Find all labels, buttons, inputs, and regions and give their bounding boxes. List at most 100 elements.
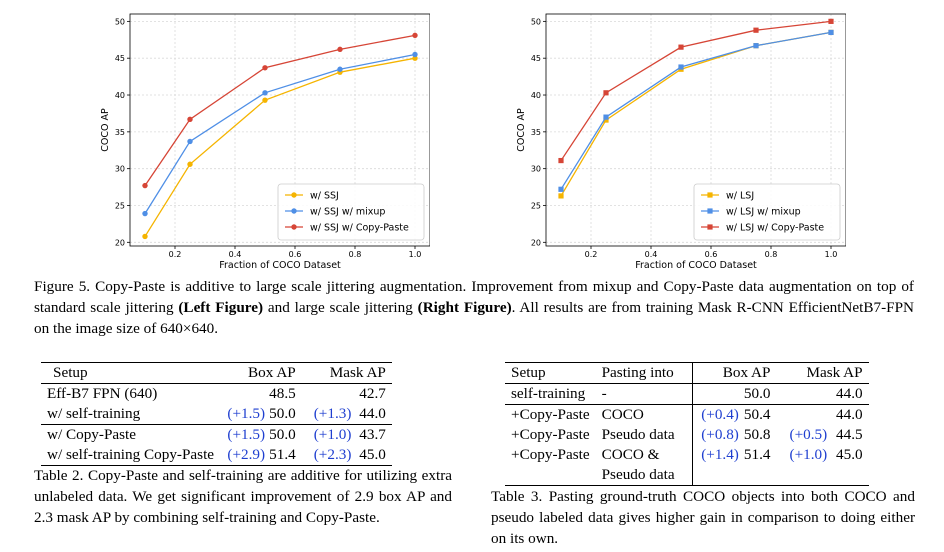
data-point <box>187 161 193 167</box>
data-point <box>753 27 759 33</box>
table-2-cell-mask-delta: (+1.0) <box>313 426 352 443</box>
x-tick-label: 1.0 <box>825 250 838 259</box>
table-3-header-box: Box AP <box>722 364 771 381</box>
data-point <box>262 65 268 71</box>
data-point <box>603 117 609 123</box>
y-tick-label: 50 <box>115 17 125 26</box>
table-3-cell-box: 50.0 <box>743 385 771 402</box>
legend-box <box>277 183 425 241</box>
x-axis-label: Fraction of COCO Dataset <box>635 260 757 270</box>
table-3-cell-box: 50.8 <box>743 426 771 443</box>
y-tick-label: 35 <box>531 128 541 137</box>
x-tick-label: 0.4 <box>229 250 242 259</box>
table-2-header-mask: Mask AP <box>329 364 386 381</box>
y-tick-label: 45 <box>531 54 541 63</box>
plot-frame <box>545 13 846 247</box>
y-axis-label: COCO AP <box>516 108 527 152</box>
table-2-cell-box-delta: (+1.5) <box>227 405 266 422</box>
data-point <box>558 186 564 192</box>
plot-frame <box>129 13 430 247</box>
y-tick-label: 30 <box>115 165 125 174</box>
table-2-cell-mask-delta: (+1.3) <box>313 405 352 422</box>
table-3-cell-pasting-line-1: COCO & <box>601 446 660 463</box>
table-3-cell-setup: self-training <box>511 385 586 402</box>
data-point <box>753 43 759 49</box>
table-2-cell-box: 50.0 <box>269 405 296 422</box>
table-3-cell-setup: +Copy-Paste <box>511 426 590 443</box>
table-2-header-box: Box AP <box>248 364 296 381</box>
data-point <box>678 44 684 50</box>
series-line <box>560 31 832 190</box>
y-tick-label: 20 <box>531 238 541 247</box>
table-3-header-row: Setup Pasting into Box AP Mask AP <box>505 362 869 384</box>
table-2-cell-box-delta: (+1.5) <box>227 426 266 443</box>
x-tick-label: 0.6 <box>705 250 718 259</box>
table-row: w/ self-training (+1.5) 50.0 (+1.3) 44.0 <box>41 404 392 425</box>
legend-marker <box>707 192 713 198</box>
figure-5-text-2: and large scale jittering <box>263 299 418 316</box>
table-2-cell-setup: w/ self-training <box>47 405 141 422</box>
table-2-caption: Table 2. Copy-Paste and self-training ar… <box>34 467 452 526</box>
table-row: w/ self-training Copy-Paste (+2.9) 51.4 … <box>41 445 392 466</box>
legend-marker <box>291 208 297 214</box>
y-tick-label: 50 <box>531 17 541 26</box>
table-3-cell-pasting: Pseudo data <box>595 425 693 445</box>
legend-box <box>693 183 841 241</box>
data-point <box>262 90 268 96</box>
series-line <box>560 31 832 197</box>
figure-5-label: Figure 5. <box>34 278 96 295</box>
table-3-cell-box-delta: (+1.4) <box>701 446 739 463</box>
x-tick-label: 0.4 <box>645 250 658 259</box>
table-3-cell-pasting: COCO <box>595 404 693 425</box>
table-2-cell-mask: 45.0 <box>359 446 386 463</box>
table-3-cell-setup: +Copy-Paste <box>511 406 590 423</box>
table-2-header-setup: Setup <box>53 364 88 381</box>
figure-5-caption: Figure 5. Copy-Paste is additive to larg… <box>34 276 914 339</box>
table-2-cell-box-delta <box>220 384 265 405</box>
figure-5-bold-1: (Left Figure) <box>178 299 264 316</box>
legend-label: w/ SSJ w/ mixup <box>310 207 385 218</box>
table-row: +Copy-Paste COCO (+0.4) 50.4 44.0 <box>505 404 869 426</box>
table-3-header-mask: Mask AP <box>806 364 863 381</box>
data-point <box>337 66 343 72</box>
table-3-cell-mask: 44.0 <box>836 406 863 423</box>
table-3-cell-pasting-line-2: Pseudo data <box>601 466 675 483</box>
y-tick-label: 45 <box>115 54 125 63</box>
table-3-cell-mask-delta: (+1.0) <box>789 446 828 463</box>
left-chart-svg: 0.2 0.4 0.6 0.8 1.0 20 25 30 35 40 45 50 Fraction of… <box>100 13 430 270</box>
data-point <box>142 182 148 189</box>
table-3-caption: Table 3. Pasting ground-truth COCO objec… <box>491 488 915 547</box>
table-2-cell-mask: 42.7 <box>359 385 386 402</box>
data-point <box>678 64 684 70</box>
table-3-cell-mask: 44.5 <box>836 426 863 443</box>
table-row: +Copy-Paste COCO & Pseudo data (+1.4) 51.… <box>505 445 869 486</box>
table-3-header-pasting: Pasting into <box>595 362 693 384</box>
table-3-bottom-rule <box>505 485 869 488</box>
table-2-cell-box: 51.4 <box>269 446 296 463</box>
x-tick-label: 0.6 <box>289 250 302 259</box>
figure-5-bold-2: (Right Figure) <box>417 299 512 316</box>
left-chart: 0.2 0.4 0.6 0.8 1.0 20 25 30 35 40 45 50 Fraction of… <box>100 8 430 270</box>
legend-label: w/ LSJ <box>726 191 754 202</box>
y-tick-label: 40 <box>531 91 541 100</box>
data-point <box>142 210 148 217</box>
table-2-cell-mask: 44.0 <box>359 405 386 422</box>
table-3-cell-box-delta: (+0.8) <box>701 426 739 443</box>
legend-marker <box>707 208 713 214</box>
table-3-cell-box-delta <box>692 384 739 405</box>
table-3-cell-box-delta: (+0.4) <box>701 406 739 423</box>
data-point <box>603 90 609 96</box>
y-tick-label: 35 <box>115 128 125 137</box>
series-line <box>560 20 832 161</box>
data-point <box>828 18 834 24</box>
data-point <box>337 46 343 53</box>
figure-5-text-3: . All results are from training Mask R-C… <box>34 299 915 337</box>
table-2-cell-setup: w/ Copy-Paste <box>47 426 137 443</box>
table-row: self-training - 50.0 44.0 <box>505 383 869 405</box>
y-tick-label: 30 <box>531 165 541 174</box>
figure-5-text-1: Copy-Paste is additive to large scale ji… <box>34 278 914 316</box>
table-3-cell-mask-delta <box>776 405 827 426</box>
y-axis-label: COCO AP <box>100 108 111 152</box>
table-row: +Copy-Paste Pseudo data (+0.8) 50.8 (+0.… <box>505 425 869 445</box>
table-3-cell-box: 50.4 <box>743 406 771 423</box>
